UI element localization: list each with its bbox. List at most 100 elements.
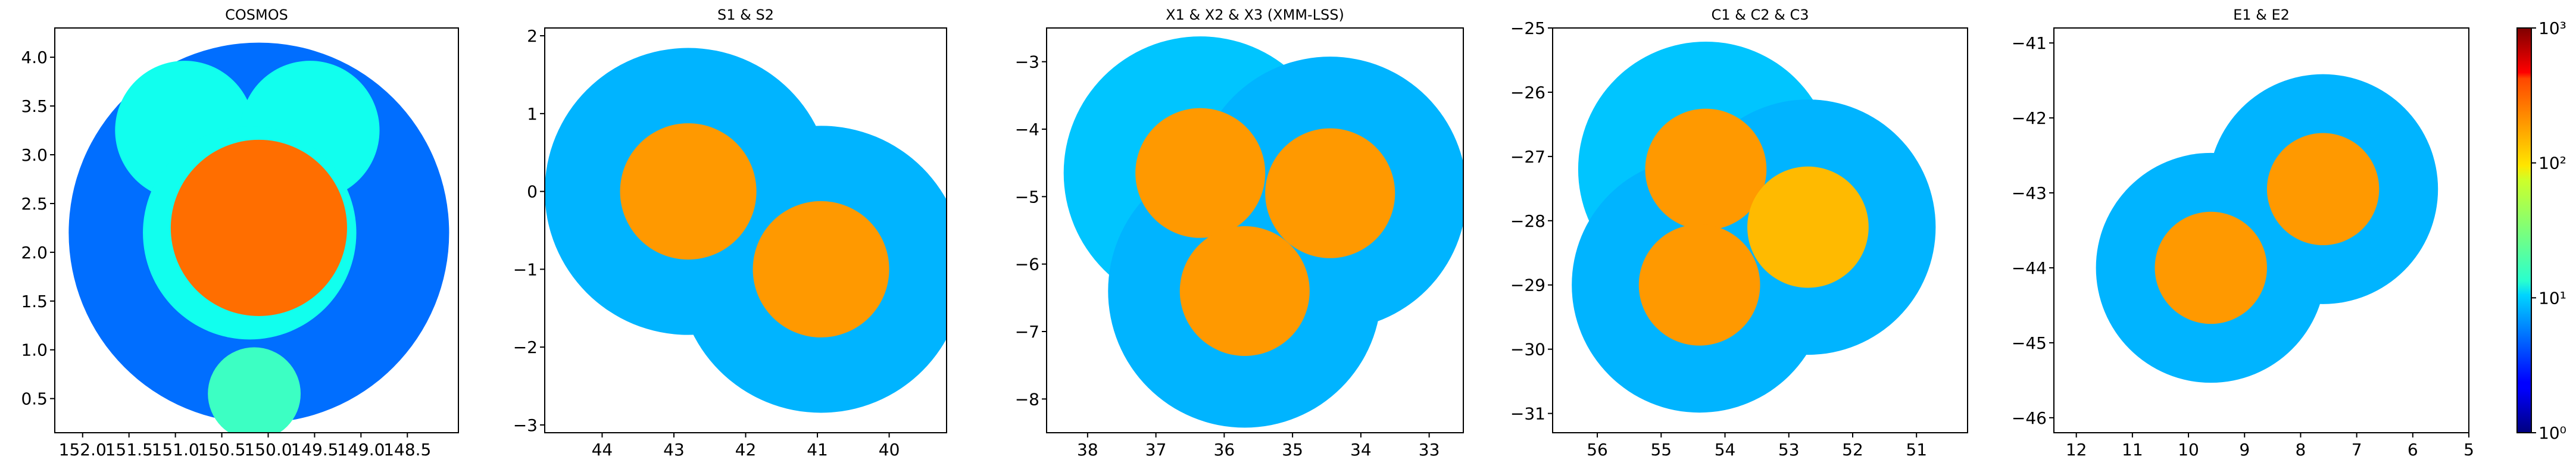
y-tick-label: −28 xyxy=(1510,211,1545,231)
colorbar-fill xyxy=(2517,28,2531,433)
y-tick-label: 2.0 xyxy=(21,243,48,262)
x-tick-label: 33 xyxy=(1419,440,1440,460)
y-tick-label: 2 xyxy=(527,26,538,46)
x-tick-label: 54 xyxy=(1715,440,1736,460)
footprint-4 xyxy=(2266,133,2380,245)
x-tick-label: 10 xyxy=(2178,440,2199,460)
x-tick-label: 150.0 xyxy=(244,440,292,460)
y-tick-label: 2.5 xyxy=(21,194,48,214)
colorbar-tick-label: 10¹ xyxy=(2538,288,2566,308)
footprint-5 xyxy=(1265,128,1395,258)
panel-title: COSMOS xyxy=(225,7,288,23)
x-tick-label: 6 xyxy=(2408,440,2418,460)
footprint-6 xyxy=(1179,226,1310,357)
footprint-4 xyxy=(752,201,889,337)
x-tick-label: 44 xyxy=(592,440,613,460)
panel-title: S1 & S2 xyxy=(717,7,774,23)
y-tick-label: 1.5 xyxy=(21,292,48,311)
y-tick-label: −46 xyxy=(2012,408,2047,428)
x-tick-label: 51 xyxy=(1906,440,1927,460)
footprint-3 xyxy=(2155,211,2267,324)
y-tick-label: −41 xyxy=(2012,33,2047,53)
x-tick-label: 11 xyxy=(2122,440,2143,460)
footprint-6 xyxy=(208,347,301,433)
panel-5: E1 & E2 12 11 10 9 8 7 6 5 −41 −42 −43 −44 −45 −46 xyxy=(2012,7,2474,460)
y-tick-label: 0.5 xyxy=(21,389,48,409)
x-tick-label: 150.5 xyxy=(198,440,245,460)
panels: COSMOS 152.0 1 5 1.5 151.0150.5150.0149.5149.… xyxy=(21,7,2474,460)
x-tick-label: 148.5 xyxy=(383,440,431,460)
x-tick-label: 151.0 xyxy=(152,440,199,460)
y-tick-label: −26 xyxy=(1510,83,1545,102)
x-tick-label: 5 xyxy=(2463,440,2474,460)
axis-frame xyxy=(1046,27,1464,433)
x-tick-label: 152.0 xyxy=(59,440,107,460)
footprint-4 xyxy=(1135,108,1266,238)
plot-area xyxy=(1572,41,1936,413)
x-tick-label: 149.5 xyxy=(291,440,338,460)
plot-area xyxy=(545,48,947,413)
y-tick-label: −45 xyxy=(2012,333,2047,353)
x-tick-label: 40 xyxy=(879,440,900,460)
x-tick-label: 52 xyxy=(1842,440,1863,460)
y-tick-label: −3 xyxy=(1015,52,1039,72)
y-tick-label: −30 xyxy=(1510,340,1545,360)
y-tick-label: −3 xyxy=(513,415,538,435)
y-tick-label: −8 xyxy=(1015,389,1039,409)
x-tick-label: 55 xyxy=(1650,440,1672,460)
panel-3: X1 & X2 & X3 (XMM-LSS) 38 37 36 35 34 33 −3 −4 −5… xyxy=(1015,7,1464,460)
x-tick-label: 56 xyxy=(1587,440,1608,460)
y-tick-label: 3.5 xyxy=(21,96,48,116)
x-tick-label: 9 xyxy=(2239,440,2250,460)
panel-title: X1 & X2 & X3 (XMM-LSS) xyxy=(1166,7,1344,23)
footprint-5 xyxy=(1747,166,1869,288)
axis-frame xyxy=(2053,27,2469,433)
panel-title: C1 & C2 & C3 xyxy=(1711,7,1809,23)
y-tick-label: −5 xyxy=(1015,187,1039,207)
panel-1: COSMOS 152.0151.5151.0150.5150.0149.5149.… xyxy=(21,7,459,460)
y-tick-label: −43 xyxy=(2012,183,2047,203)
footprint-6 xyxy=(1638,224,1760,346)
x-tick-label: 53 xyxy=(1778,440,1800,460)
footprint-4 xyxy=(1645,108,1767,230)
y-tick-label: 1.0 xyxy=(21,340,48,360)
x-tick-label: 8 xyxy=(2296,440,2306,460)
x-tick-label: 42 xyxy=(735,440,757,460)
x-tick-label: 43 xyxy=(663,440,685,460)
y-tick-label: −4 xyxy=(1015,120,1039,139)
axis-frame xyxy=(54,27,459,433)
y-tick-label: −6 xyxy=(1015,255,1039,274)
y-tick-label: −44 xyxy=(2012,258,2047,278)
y-tick-label: −31 xyxy=(1510,404,1545,424)
x-tick-label: 37 xyxy=(1145,440,1167,460)
y-tick-label: −27 xyxy=(1510,147,1545,167)
colorbar-tick-label: 10³ xyxy=(2538,18,2566,38)
footprint-5 xyxy=(170,139,347,316)
x-tick-label: 34 xyxy=(1350,440,1372,460)
y-tick-label: 4.0 xyxy=(21,48,48,67)
y-tick-label: −7 xyxy=(1015,322,1039,342)
plot-area xyxy=(68,42,449,433)
colorbar-tick-label: 10² xyxy=(2538,154,2566,173)
y-tick-label: −1 xyxy=(513,260,538,279)
footprint-3 xyxy=(620,123,757,260)
axis-frame xyxy=(1552,27,1968,433)
x-tick-label: 41 xyxy=(807,440,828,460)
y-tick-label: −42 xyxy=(2012,108,2047,128)
x-tick-label: 35 xyxy=(1282,440,1303,460)
x-tick-label: 149.0 xyxy=(337,440,385,460)
x-tick-label: 12 xyxy=(2066,440,2087,460)
y-tick-label: −2 xyxy=(513,337,538,357)
colorbar-frame xyxy=(2516,27,2532,433)
plot-area xyxy=(1063,36,1463,428)
y-tick-label: −25 xyxy=(1510,18,1545,38)
x-tick-label: 7 xyxy=(2352,440,2362,460)
y-tick-label: 3.0 xyxy=(21,145,48,165)
y-tick-label: 1 xyxy=(527,104,538,124)
plot-area xyxy=(2096,74,2438,383)
colorbar: 10⁰ 10¹ 10² 10³ xyxy=(2516,18,2566,443)
y-tick-label: 0 xyxy=(527,182,538,202)
panel-title: E1 & E2 xyxy=(2233,7,2290,23)
y-tick-label: −29 xyxy=(1510,276,1545,295)
